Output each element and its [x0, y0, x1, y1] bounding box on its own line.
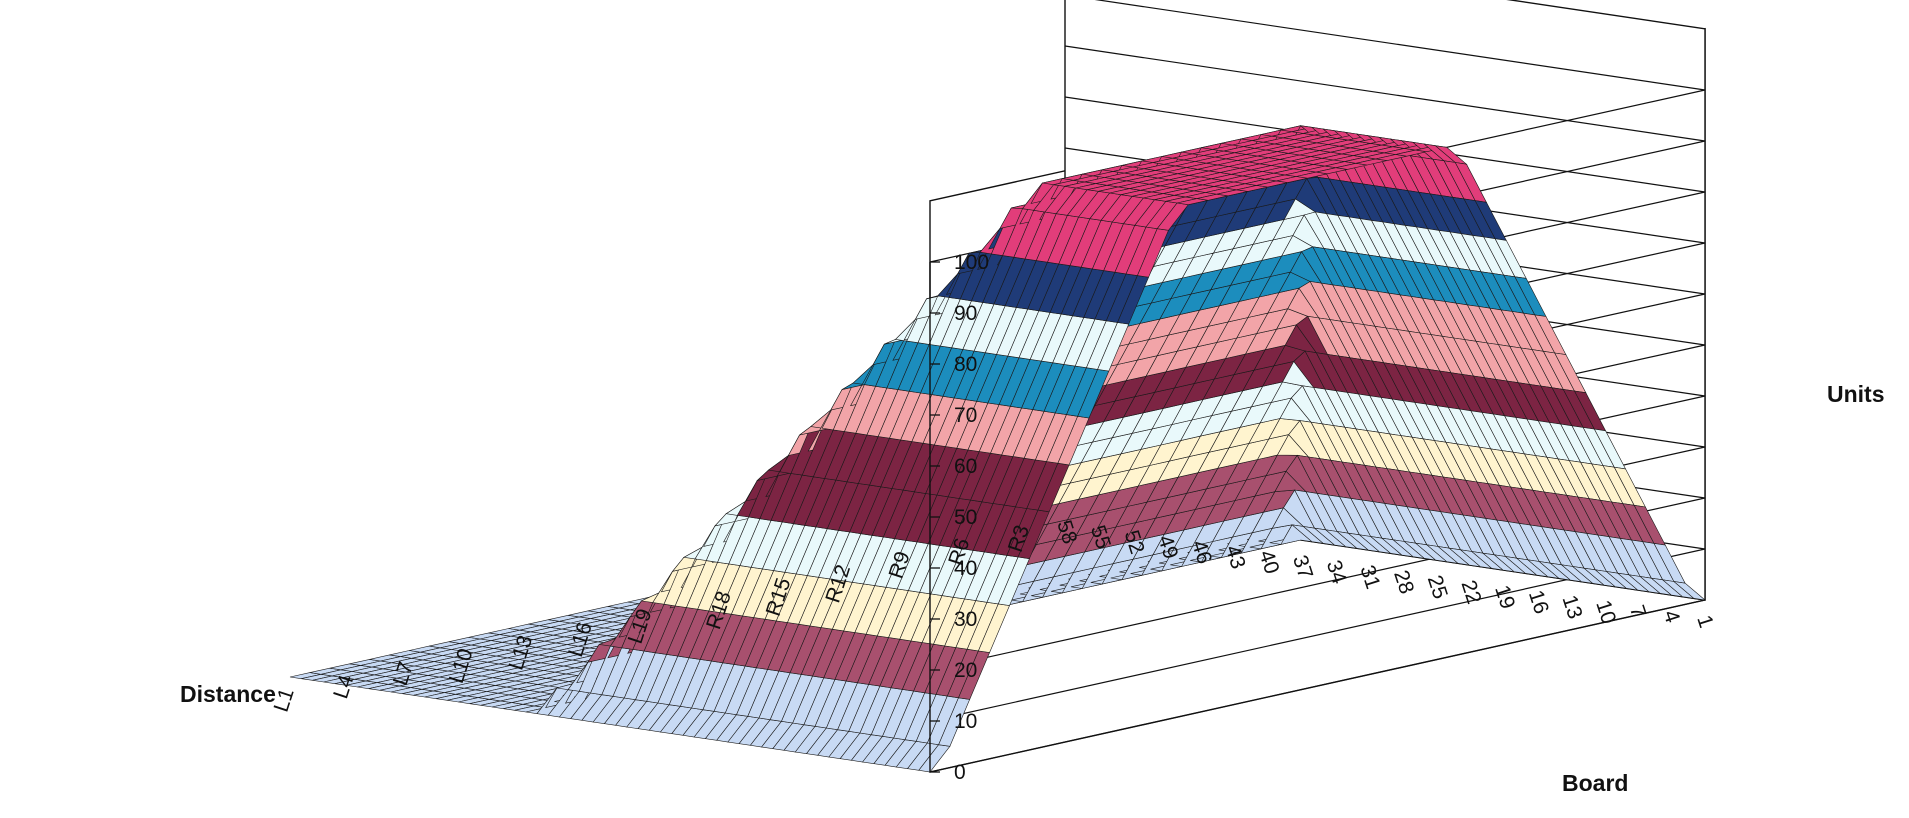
distance-tick-label: 4 — [1659, 607, 1685, 626]
units-tick-label: 40 — [954, 557, 977, 580]
units-axis-title: Units — [1827, 381, 1885, 407]
distance-tick-label: 1 — [1692, 612, 1717, 630]
board-axis-title: Board — [1562, 770, 1628, 796]
surface-cell — [1672, 581, 1707, 601]
units-tick-label: 70 — [954, 404, 977, 427]
units-tick-label: 60 — [954, 455, 977, 478]
units-axis: 0 10 20 30 40 50 60 70 80 90 100 — [929, 251, 989, 784]
units-tick-label: 80 — [954, 353, 977, 376]
surface — [289, 125, 1707, 773]
units-tick-label: 100 — [954, 251, 989, 274]
distance-axis-title: Distance — [180, 681, 276, 707]
units-tick-label: 30 — [954, 608, 977, 631]
units-tick-label: 50 — [954, 506, 977, 529]
units-tick-label: 20 — [954, 659, 977, 682]
units-tick-label: 10 — [954, 710, 977, 733]
units-tick-label: 0 — [954, 761, 966, 784]
units-tick-label: 90 — [954, 302, 977, 325]
